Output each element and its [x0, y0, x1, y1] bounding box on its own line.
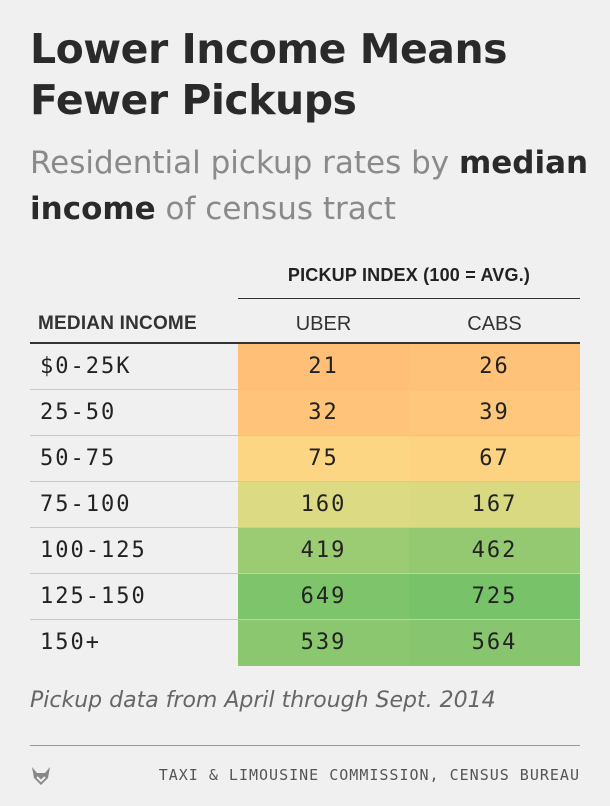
cabs-column-header: CABS [467, 313, 522, 335]
data-note: Pickup data from April through Sept. 201… [30, 688, 496, 713]
table-row: 75-100 160 167 [30, 482, 580, 528]
uber-column-header: UBER [295, 313, 352, 335]
median-income-header: MEDIAN INCOME [38, 313, 197, 334]
footer-rule [30, 745, 580, 746]
subtitle-bold: median income [30, 145, 589, 227]
income-bracket-label: 125-150 [40, 584, 147, 609]
cabs-index-cell: 725 [409, 574, 580, 620]
table-row: 50-75 75 67 [30, 436, 580, 482]
subtitle-post: of census tract [155, 191, 396, 227]
pickup-index-header: PICKUP INDEX (100 = AVG.) [287, 265, 531, 285]
cabs-index-cell: 564 [409, 620, 580, 666]
row-divider [30, 619, 580, 620]
uber-index-cell: 160 [238, 482, 409, 528]
table-row: 100-125 419 462 [30, 528, 580, 574]
uber-index-cell: 32 [238, 390, 409, 436]
subtitle-pre: Residential pickup rates by [30, 145, 459, 181]
table-row: $0-25K 21 26 [30, 344, 580, 390]
income-bracket-label: 75-100 [40, 492, 132, 517]
income-bracket-label: 50-75 [40, 446, 117, 471]
uber-index-cell: 539 [238, 620, 409, 666]
cabs-index-cell: 26 [409, 344, 580, 390]
income-bracket-label: $0-25K [40, 354, 132, 379]
table-row: 125-150 649 725 [30, 574, 580, 620]
chart-subtitle: Residential pickup rates by median incom… [30, 140, 590, 232]
uber-index-cell: 649 [238, 574, 409, 620]
uber-index-cell: 21 [238, 344, 409, 390]
header-rule [30, 342, 580, 344]
cabs-index-cell: 462 [409, 528, 580, 574]
source-credit: TAXI & LIMOUSINE COMMISSION, CENSUS BURE… [158, 766, 580, 784]
row-divider [30, 389, 580, 390]
uber-index-cell: 75 [238, 436, 409, 482]
chart-title: Lower Income Means Fewer Pickups [30, 25, 508, 124]
row-divider [30, 573, 580, 574]
cabs-index-cell: 67 [409, 436, 580, 482]
row-divider [30, 527, 580, 528]
row-divider [30, 481, 580, 482]
uber-index-cell: 419 [238, 528, 409, 574]
index-header-rule [238, 298, 580, 299]
cabs-index-cell: 167 [409, 482, 580, 528]
table-row: 150+ 539 564 [30, 620, 580, 666]
income-bracket-label: 150+ [40, 630, 101, 655]
fox-logo-icon [32, 767, 50, 785]
table-row: 25-50 32 39 [30, 390, 580, 436]
income-bracket-label: 100-125 [40, 538, 147, 563]
income-bracket-label: 25-50 [40, 400, 117, 425]
cabs-index-cell: 39 [409, 390, 580, 436]
row-divider [30, 435, 580, 436]
table-body: $0-25K 21 26 25-50 32 39 50-75 75 67 75-100 160 167… [30, 344, 580, 666]
